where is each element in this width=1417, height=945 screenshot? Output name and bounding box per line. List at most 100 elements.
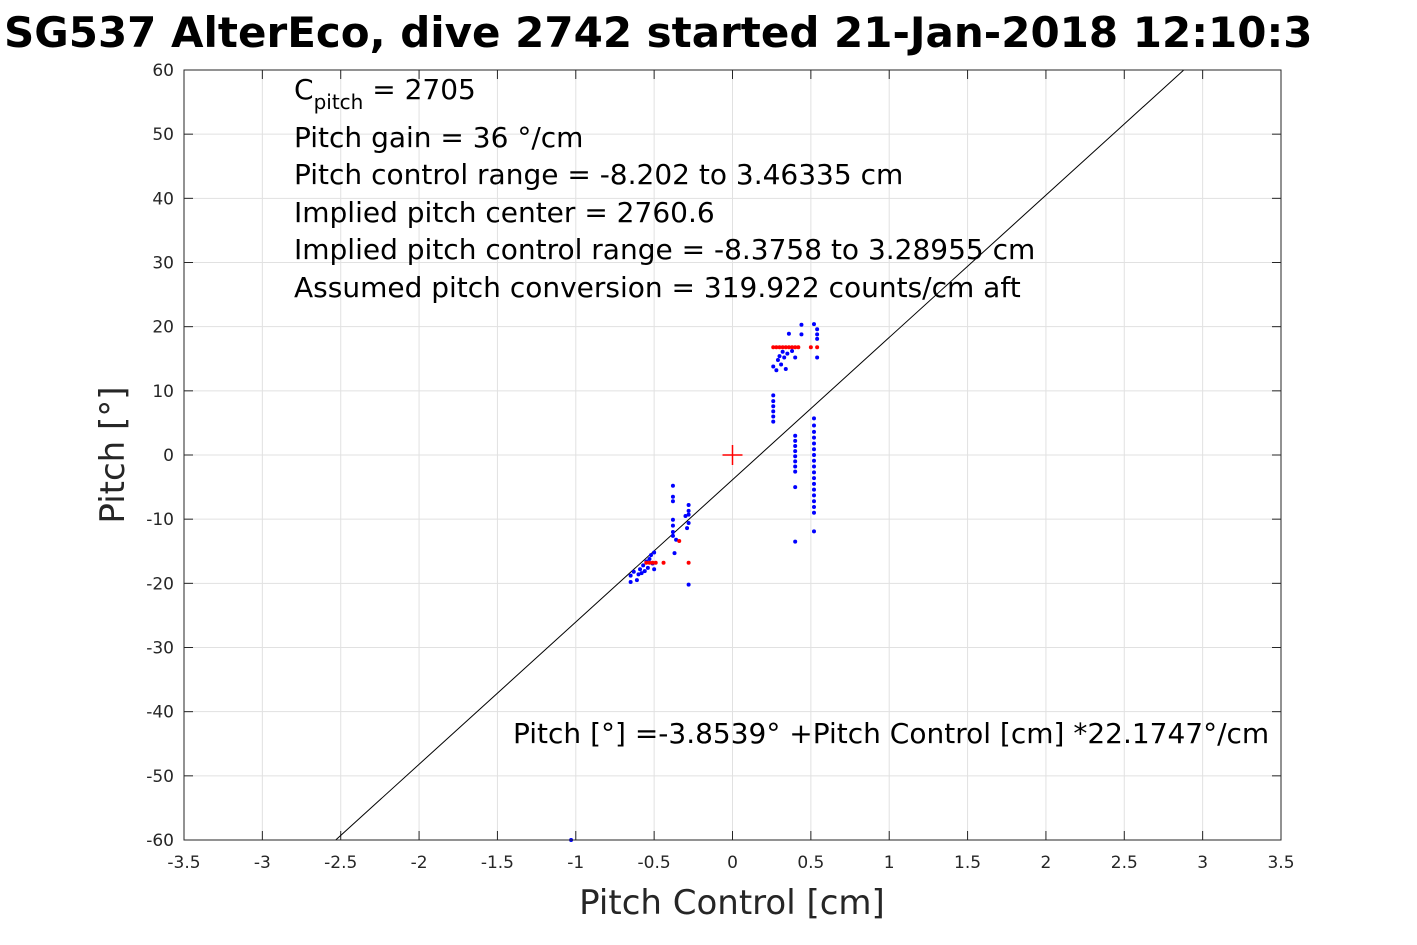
cpitch-letter: C bbox=[294, 73, 314, 106]
y-tick-label: -40 bbox=[146, 703, 174, 723]
data-point bbox=[777, 345, 782, 350]
fit-line bbox=[335, 69, 1185, 841]
data-point bbox=[811, 441, 816, 446]
data-point bbox=[811, 435, 816, 440]
x-tick-labels: -3.5 -3 -2.5 -2 -1.5 -1 -0.5 0 0.5 1 1.5 2 2.5 3 3.5 bbox=[167, 853, 1294, 873]
y-tick-label: 40 bbox=[152, 189, 174, 209]
x-tick-label: -1.5 bbox=[481, 853, 514, 873]
data-point bbox=[644, 560, 649, 565]
data-point bbox=[641, 563, 646, 568]
data-point bbox=[783, 367, 788, 372]
data-point bbox=[811, 429, 816, 434]
y-tick-label: -30 bbox=[146, 639, 174, 659]
data-point bbox=[793, 355, 798, 360]
data-point bbox=[686, 503, 691, 508]
y-tick-label: -10 bbox=[146, 510, 174, 530]
y-tick-label: 0 bbox=[163, 446, 174, 466]
data-point bbox=[811, 504, 816, 509]
pitch-conversion-annotation: Assumed pitch conversion = 319.922 count… bbox=[294, 271, 1021, 304]
cpitch-annotation: Cpitch = 2705 bbox=[294, 73, 476, 114]
data-point bbox=[653, 560, 658, 565]
data-point bbox=[683, 513, 688, 518]
data-point bbox=[661, 560, 666, 565]
data-point bbox=[631, 569, 636, 574]
data-point bbox=[771, 345, 776, 350]
data-point bbox=[771, 414, 776, 419]
data-point bbox=[793, 444, 798, 449]
data-point bbox=[799, 322, 804, 327]
data-point bbox=[642, 569, 647, 574]
implied-pitch-center-annotation: Implied pitch center = 2760.6 bbox=[294, 196, 715, 229]
data-point bbox=[686, 512, 691, 517]
data-point bbox=[811, 416, 816, 421]
x-tick-label: -1 bbox=[567, 853, 584, 873]
cpitch-value: = 2705 bbox=[363, 73, 476, 106]
x-tick-label: 2.5 bbox=[1111, 853, 1138, 873]
data-point bbox=[652, 567, 657, 572]
data-point bbox=[638, 567, 643, 572]
x-tick-label: -3.5 bbox=[167, 853, 200, 873]
data-point bbox=[793, 464, 798, 469]
data-point bbox=[775, 358, 780, 363]
data-point bbox=[670, 499, 675, 504]
data-points bbox=[569, 322, 820, 842]
x-tick-label: -2.5 bbox=[324, 853, 357, 873]
data-point bbox=[652, 550, 657, 555]
data-point bbox=[628, 580, 633, 585]
data-point bbox=[771, 399, 776, 404]
data-point bbox=[771, 419, 776, 424]
data-point bbox=[815, 336, 820, 341]
data-point bbox=[780, 349, 785, 354]
x-tick-label: 3 bbox=[1197, 853, 1208, 873]
data-point bbox=[811, 458, 816, 463]
data-point bbox=[815, 355, 820, 360]
x-tick-label: 1 bbox=[884, 853, 895, 873]
data-point bbox=[686, 582, 691, 587]
data-point bbox=[793, 449, 798, 454]
data-point bbox=[686, 508, 691, 513]
data-point bbox=[670, 523, 675, 528]
data-point bbox=[685, 526, 690, 531]
y-tick-label: 50 bbox=[152, 125, 174, 145]
data-point bbox=[647, 560, 652, 565]
data-point bbox=[796, 345, 801, 350]
data-point bbox=[799, 332, 804, 337]
y-tick-label: -60 bbox=[146, 831, 174, 851]
data-point bbox=[811, 487, 816, 492]
x-tick-label: -2 bbox=[411, 853, 428, 873]
data-point bbox=[647, 556, 652, 561]
y-axis-label: Pitch [°] bbox=[93, 386, 133, 523]
data-point bbox=[639, 571, 644, 576]
data-point bbox=[811, 423, 816, 428]
y-tick-labels: -60 -50 -40 -30 -20 -10 0 10 20 30 40 50 60 bbox=[146, 61, 174, 851]
y-tick-label: -50 bbox=[146, 767, 174, 787]
data-point bbox=[670, 530, 675, 534]
data-point bbox=[811, 493, 816, 498]
data-point bbox=[815, 332, 820, 337]
data-point bbox=[793, 454, 798, 459]
data-point bbox=[793, 433, 798, 438]
data-point bbox=[786, 345, 791, 350]
data-point bbox=[670, 517, 675, 522]
data-point bbox=[811, 464, 816, 469]
x-tick-label: 0 bbox=[727, 853, 738, 873]
data-point bbox=[793, 539, 798, 544]
data-point bbox=[785, 351, 790, 356]
data-point bbox=[793, 438, 798, 443]
x-tick-label: 1.5 bbox=[954, 853, 981, 873]
x-tick-label: 3.5 bbox=[1267, 853, 1294, 873]
data-point bbox=[793, 485, 798, 490]
data-point bbox=[670, 533, 675, 538]
data-point bbox=[645, 565, 650, 570]
y-tick-label: 30 bbox=[152, 254, 174, 274]
data-point bbox=[793, 345, 798, 350]
data-point bbox=[811, 476, 816, 481]
x-tick-label: 2 bbox=[1041, 853, 1052, 873]
data-point bbox=[686, 560, 691, 565]
data-point bbox=[771, 404, 776, 409]
data-point bbox=[771, 393, 776, 398]
data-point bbox=[815, 327, 820, 332]
chart-title: SG537 AlterEco, dive 2742 started 21-Jan… bbox=[4, 8, 1312, 57]
plot-frame bbox=[183, 69, 1282, 841]
